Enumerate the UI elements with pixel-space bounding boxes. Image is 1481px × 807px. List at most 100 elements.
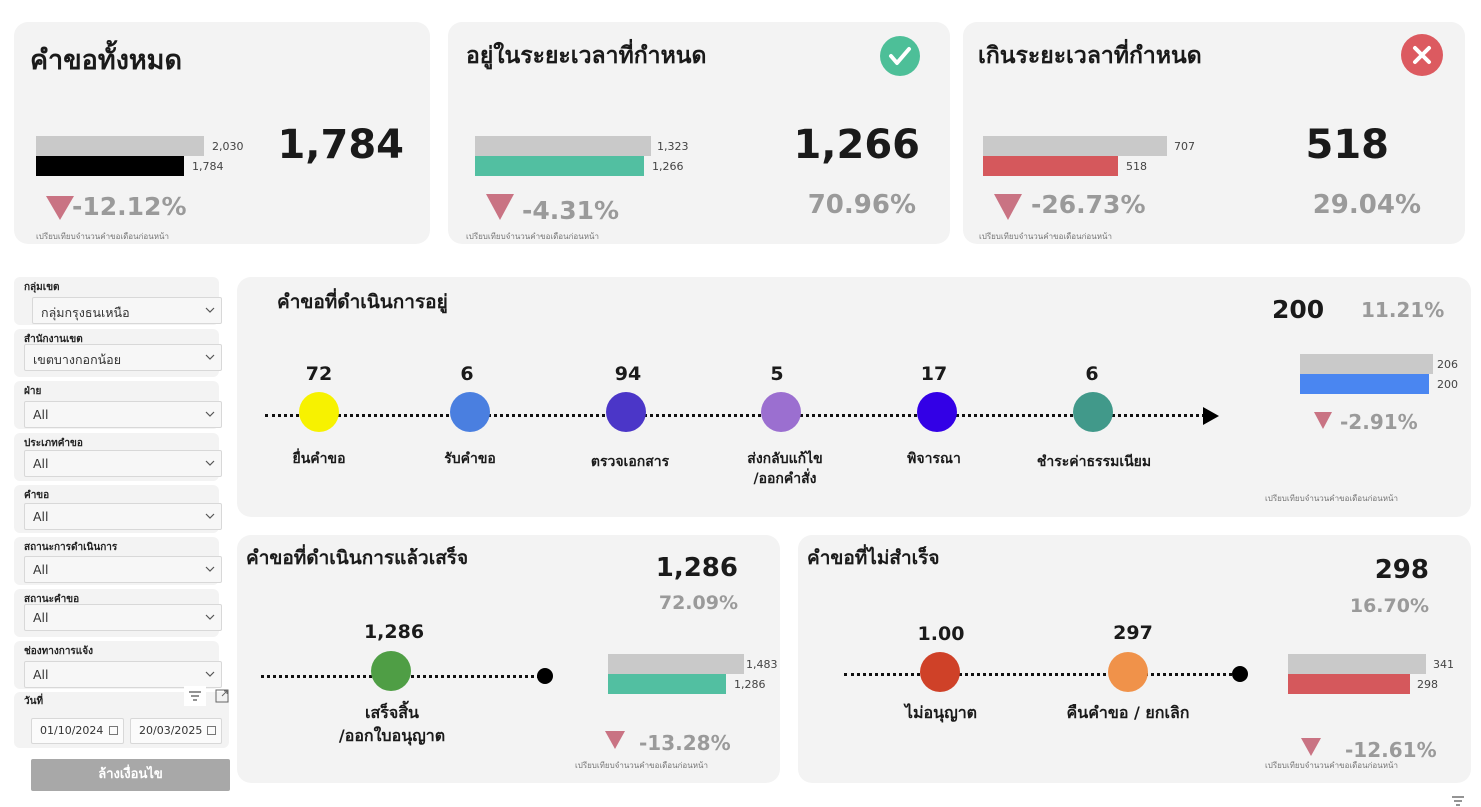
current-bar [1300,374,1429,394]
filter-request-status: สถานะคำขอ All [14,589,222,637]
kpi-value: 1,266 [793,122,920,168]
kpi-percent: 70.96% [807,190,916,220]
change-percent: -13.28% [639,731,731,755]
step-count: 297 [1113,622,1153,644]
filter-label: กลุ่มเขต [24,282,60,293]
expand-icon[interactable] [214,688,230,704]
step-circle [450,392,490,432]
compare-note: เปรียบเทียบจำนวนคำขอเดือนก่อนหน้า [575,761,708,770]
end-date-input[interactable]: 20/03/2025 [130,718,222,744]
completed-percent: 72.09% [658,592,738,614]
prev-bar-label: 341 [1433,658,1454,671]
step-label-line2: /ออกใบอนุญาต [338,726,446,745]
channel-select[interactable]: All [24,661,222,688]
step-label: ยื่นคำขอ [292,451,346,467]
zone-group-select[interactable]: กลุ่มกรุงธนเหนือ [32,297,222,324]
step-count: 72 [305,363,333,385]
change-percent: -4.31% [522,196,620,225]
prev-bar-label: 1,483 [746,658,778,671]
kpi-card-on-time: อยู่ในระยะเวลาที่กำหนด 1,323 1,266 1,266… [448,22,950,244]
clear-filters-button[interactable]: ล้างเงื่อนไข [31,759,230,791]
prev-bar [1288,654,1426,674]
down-triangle-icon [994,194,1022,220]
chevron-down-icon [205,513,215,519]
section-title: คำขอที่ดำเนินการแล้วเสร็จ [246,547,469,569]
request-select[interactable]: All [24,503,222,530]
change-percent: -26.73% [1031,190,1146,219]
flow-end-dot [1232,666,1248,682]
step-label: ส่งกลับแก้ไข [747,451,823,467]
step-label: ตรวจเอกสาร [590,454,670,470]
prev-bar [36,136,204,156]
filter-icon[interactable] [1450,792,1466,806]
kpi-value: 518 [1305,122,1390,168]
filter-label: สถานะคำขอ [24,594,80,605]
flow-end-dot [537,668,553,684]
change-percent: -12.61% [1345,738,1437,762]
current-bar [608,674,726,694]
current-bar-label: 200 [1437,378,1458,391]
select-value: All [33,610,49,625]
select-value: All [33,407,49,422]
compare-note: เปรียบเทียบจำนวนคำขอเดือนก่อนหน้า [1265,761,1398,770]
step-label: รับคำขอ [444,451,496,467]
process-status-select[interactable]: All [24,556,222,583]
step-label: ไม่อนุญาต [904,703,978,722]
filter-label: ประเภทคำขอ [24,438,83,449]
compare-note: เปรียบเทียบจำนวนคำขอเดือนก่อนหน้า [1265,494,1398,503]
step-label: ชำระค่าธรรมเนียม [1036,454,1152,470]
current-bar-label: 518 [1126,160,1147,173]
step-circle [917,392,957,432]
select-value: All [33,562,49,577]
kpi-card-total: คำขอทั้งหมด 2,030 1,784 1,784 -12.12% เป… [14,22,430,244]
request-type-select[interactable]: All [24,450,222,477]
select-value: All [33,667,49,682]
start-date-value: 01/10/2024 [40,724,104,737]
current-bar-label: 1,286 [734,678,766,691]
step-count: 1,286 [363,621,425,643]
chevron-down-icon [205,354,215,360]
filter-request-type: ประเภทคำขอ All [14,433,222,481]
step-circle [299,392,339,432]
prev-bar [1300,354,1433,374]
filter-label: สำนักงานเขต [24,334,83,345]
completed-total: 1,286 [655,553,738,583]
kpi-card-overdue: เกินระยะเวลาที่กำหนด 707 518 518 29.04% … [963,22,1465,244]
step-count: 5 [770,363,784,385]
filter-division: ฝ่าย All [14,381,222,429]
prev-bar [983,136,1167,156]
in-progress-total: 200 [1272,295,1325,324]
failed-total: 298 [1374,555,1429,585]
down-triangle-icon [486,194,514,220]
failed-card: คำขอที่ไม่สำเร็จ 298 16.70% 1.00 ไม่อนุญ… [798,535,1471,783]
compare-note: เปรียบเทียบจำนวนคำขอเดือนก่อนหน้า [36,232,169,241]
select-value: เขตบางกอกน้อย [33,352,122,367]
calendar-icon [109,726,118,735]
process-flow-line [265,414,1205,417]
step-circle [1073,392,1113,432]
filter-label: สถานะการดำเนินการ [24,542,118,553]
start-date-input[interactable]: 01/10/2024 [31,718,124,744]
division-select[interactable]: All [24,401,222,428]
prev-bar-label: 206 [1437,358,1458,371]
select-value: All [33,456,49,471]
request-status-select[interactable]: All [24,604,222,631]
step-label: คืนคำขอ / ยกเลิก [1066,703,1190,722]
arrow-right-icon [1203,407,1219,425]
process-flow-line [844,673,1238,676]
chevron-down-icon [205,460,215,466]
kpi-title: คำขอทั้งหมด [30,45,183,76]
select-value: All [33,509,49,524]
end-date-value: 20/03/2025 [139,724,203,737]
filter-icon[interactable] [184,686,206,706]
kpi-title: เกินระยะเวลาที่กำหนด [978,43,1202,69]
filter-label: ฝ่าย [24,386,42,397]
step-count: 6 [1085,363,1099,385]
current-bar-label: 298 [1417,678,1438,691]
chevron-down-icon [205,566,215,572]
check-circle-icon [880,36,920,76]
current-bar [1288,674,1410,694]
calendar-icon [207,726,216,735]
filter-label: วันที่ [24,696,44,707]
district-office-select[interactable]: เขตบางกอกน้อย [24,344,222,371]
